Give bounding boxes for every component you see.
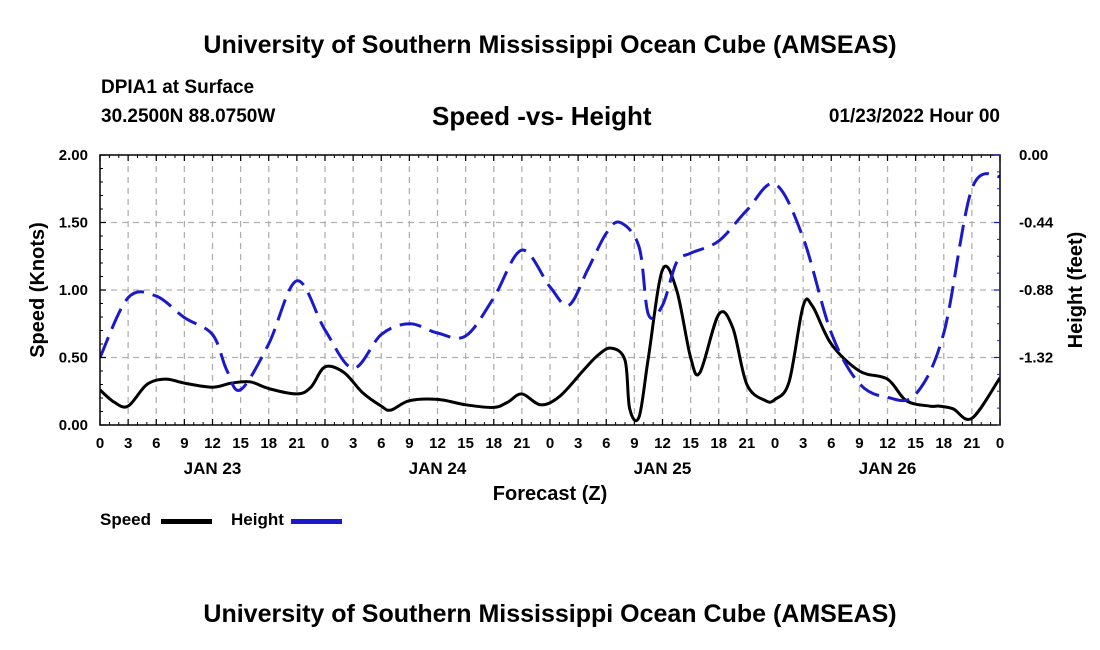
x-tick-label: 6 [377, 435, 385, 452]
date-label: JAN 23 [184, 459, 242, 478]
x-axis-title: Forecast (Z) [493, 483, 607, 505]
chart-subtitle: Speed -vs- Height [432, 101, 652, 131]
speed-series-line [100, 264, 1000, 423]
x-tick-label: 12 [879, 435, 896, 452]
y2-axis-title: Height (feet) [1065, 232, 1087, 349]
y-tick-label: 2.00 [59, 147, 88, 164]
height-series-line [100, 172, 1000, 403]
x-tick-label: 21 [289, 435, 306, 452]
x-tick-label: 9 [630, 435, 638, 452]
date-label: JAN 25 [634, 459, 692, 478]
x-tick-label: 15 [907, 435, 924, 452]
x-tick-label: 15 [682, 435, 699, 452]
coordinates-label: 30.2500N 88.0750W [101, 106, 276, 127]
y-tick-label: 0.50 [59, 350, 88, 367]
x-tick-label: 9 [405, 435, 413, 452]
x-tick-label: 0 [546, 435, 554, 452]
y2-tick-label: 0.00 [1019, 147, 1048, 164]
y-tick-label: 1.50 [59, 215, 88, 232]
date-label: JAN 26 [859, 459, 917, 478]
x-tick-label: 3 [574, 435, 582, 452]
y-tick-label: 1.00 [59, 282, 88, 299]
station-label: DPIA1 at Surface [101, 77, 255, 98]
date-label: JAN 24 [409, 459, 467, 478]
x-tick-label: 21 [964, 435, 981, 452]
x-tick-label: 6 [827, 435, 835, 452]
x-tick-label: 3 [349, 435, 357, 452]
legend-height-label: Height [231, 510, 284, 529]
x-tick-label: 12 [654, 435, 671, 452]
x-tick-label: 0 [996, 435, 1004, 452]
x-tick-label: 9 [855, 435, 863, 452]
x-tick-label: 6 [152, 435, 160, 452]
x-tick-label: 12 [204, 435, 221, 452]
axis-labels: 0 3 6 9 12 15 18 21 0 3 6 9 12 15 18 21 0 3 6 9 12 15 18 21 0 3 6 9… [59, 147, 1054, 478]
y-axis-title: Speed (Knots) [27, 222, 49, 358]
footer-title: University of Southern Mississippi Ocean… [203, 600, 897, 628]
y2-tick-label: -0.88 [1019, 282, 1053, 299]
x-tick-label: 18 [935, 435, 952, 452]
x-tick-label: 15 [457, 435, 474, 452]
x-tick-label: 0 [96, 435, 104, 452]
legend-speed-swatch [161, 519, 212, 524]
x-tick-label: 3 [799, 435, 807, 452]
x-tick-label: 12 [429, 435, 446, 452]
x-tick-label: 6 [602, 435, 610, 452]
main-title: University of Southern Mississippi Ocean… [203, 31, 897, 59]
x-tick-label: 18 [260, 435, 277, 452]
x-tick-label: 18 [485, 435, 502, 452]
x-tick-label: 21 [514, 435, 531, 452]
y-tick-label: 0.00 [59, 417, 88, 434]
forecast-date: 01/23/2022 Hour 00 [828, 106, 1000, 127]
x-tick-label: 21 [739, 435, 756, 452]
x-tick-label: 15 [232, 435, 249, 452]
x-tick-label: 0 [771, 435, 779, 452]
legend-height-swatch [291, 519, 342, 524]
x-tick-label: 3 [124, 435, 132, 452]
y2-tick-label: -0.44 [1019, 215, 1054, 232]
axis-ticks [99, 154, 1001, 426]
y2-tick-label: -1.32 [1019, 350, 1053, 367]
legend-speed-label: Speed [100, 510, 152, 529]
grid [100, 155, 1000, 425]
x-tick-label: 0 [321, 435, 329, 452]
x-tick-label: 9 [180, 435, 188, 452]
x-tick-label: 18 [710, 435, 727, 452]
series-layer [100, 172, 1000, 423]
